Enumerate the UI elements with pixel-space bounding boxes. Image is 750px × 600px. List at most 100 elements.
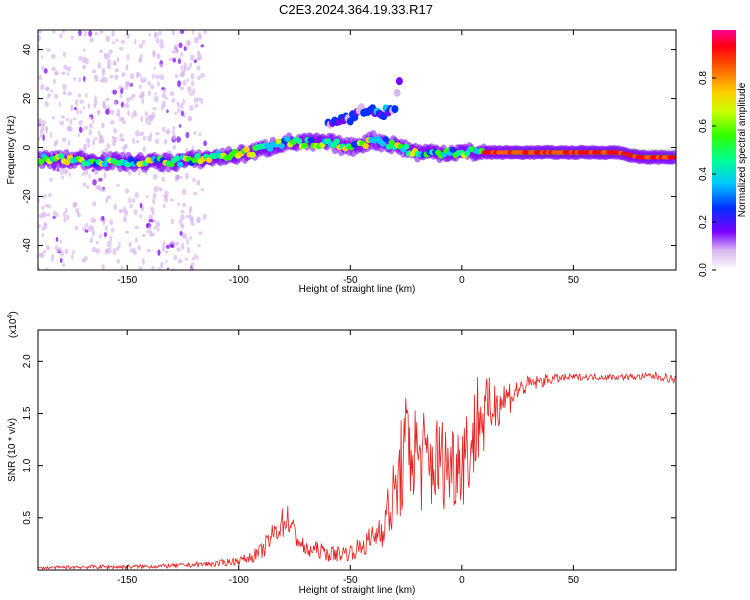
spectrogram-noise-cell	[40, 83, 45, 91]
spectrogram-noise-cell	[153, 95, 159, 103]
spectrogram-noise-cell	[129, 203, 133, 209]
spectrogram-noise-cell	[186, 246, 191, 254]
spectrogram-noise-cell	[113, 203, 118, 211]
spectrogram-noise-cell	[81, 56, 87, 64]
spectrogram-noise-cell	[138, 43, 144, 49]
spectrogram-noise-cell	[182, 79, 187, 86]
snr-x-tick-label: 50	[568, 575, 580, 586]
spectrogram-ridge-cell	[243, 146, 250, 153]
spectrogram-noise-cell	[103, 231, 108, 238]
spectrogram-noise-cell	[46, 244, 51, 251]
spectrogram-noise-cell	[104, 248, 109, 255]
spectrogram-noise-cell	[162, 240, 166, 248]
spectrogram-noise-cell	[189, 235, 192, 240]
spectrogram-noise-cell	[132, 137, 135, 145]
spectrogram-ridge-cell	[449, 146, 456, 153]
spectrogram-noise-cell	[169, 91, 175, 96]
spectrogram-noise-cell	[178, 219, 183, 224]
spectrogram-noise-cell	[70, 82, 74, 90]
spectrogram-noise-cell	[163, 138, 168, 145]
spectrogram-noise-cell	[86, 185, 90, 189]
spectrogram-noise-cell	[177, 102, 180, 109]
spectrogram-noise-cell	[91, 168, 95, 173]
spectrogram-noise-cell	[113, 62, 117, 66]
spectrogram-noise-cell	[177, 108, 181, 114]
spectrogram-ridge-cell	[385, 143, 393, 150]
spectrogram-noise-cell	[146, 249, 152, 253]
spectrogram-noise-cell	[38, 266, 41, 270]
spectrogram-noise-cell	[60, 115, 65, 119]
spectrogram-noise-cell	[165, 250, 169, 254]
spectrogram-noise-cell	[39, 134, 43, 138]
spectrogram-noise-cell	[59, 120, 65, 126]
spectrogram-noise-cell	[161, 100, 166, 107]
spectrogram-noise-cell	[160, 105, 164, 111]
spectrogram-noise-cell	[152, 192, 157, 199]
spectrogram-noise-cell	[43, 68, 48, 74]
spectrogram-noise-cell	[148, 219, 154, 223]
snr-y-ticks: 0.5 1.0 1.5 2.0	[22, 354, 676, 525]
spectrogram-noise-cell	[83, 125, 89, 130]
spectrogram-branch-cell	[395, 77, 403, 86]
spectrogram-noise-cell	[134, 191, 139, 199]
spectrogram-noise-cell	[42, 211, 47, 218]
spectrogram-noise-cell	[95, 248, 101, 254]
spectrogram-noise-cell	[158, 31, 162, 36]
spectrogram-noise-cell	[166, 109, 169, 114]
spectrogram-noise-cell	[44, 86, 50, 92]
colorbar-label: Normalized spectral amplitude	[737, 82, 748, 217]
spectrogram-panel: -150 -100 -50 0 50 -40 -20 0 20 40 Height of str…	[6, 29, 677, 295]
spectrogram-noise-cell	[98, 130, 101, 137]
spectrogram-noise-cell	[126, 97, 130, 103]
spectrogram-noise-cell	[187, 115, 192, 122]
spectrogram-noise-cell	[94, 95, 97, 102]
spectrogram-ridge-cell	[278, 143, 285, 150]
spectrogram-noise-cell	[101, 76, 106, 82]
spectrogram-noise-cell	[85, 137, 91, 143]
spectrogram-noise-cell	[65, 168, 69, 174]
spectrogram-noise-cell	[198, 245, 203, 252]
spectrogram-noise-cell	[141, 233, 146, 238]
spectrogram-noise-cell	[98, 139, 104, 144]
snr-x-tick-label: -150	[117, 575, 137, 586]
spectrogram-noise-cell	[185, 172, 189, 180]
spectrogram-noise-cell	[87, 140, 90, 148]
colorbar-tick-label: 0.8	[698, 71, 709, 85]
spectrogram-noise-cell	[185, 131, 190, 139]
spectrogram-noise-cell	[96, 109, 101, 115]
spectrogram-noise-cell	[173, 254, 178, 261]
spectrogram-noise-cell	[61, 71, 66, 76]
spectrogram-noise-cell	[61, 263, 66, 268]
spectrogram-noise-cell	[160, 261, 164, 269]
spectrogram-noise-cell	[54, 139, 59, 146]
spectrogram-noise-cell	[66, 214, 70, 221]
spectrogram-noise-cell	[154, 92, 157, 96]
spectrogram-noise-cell	[67, 139, 71, 146]
spectrogram-noise-cell	[78, 30, 82, 37]
spectrogram-noise-cell	[124, 209, 129, 217]
spectrogram-noise-cell	[125, 82, 128, 86]
spectrogram-noise-cell	[151, 265, 155, 270]
spectrogram-noise-cell	[185, 93, 189, 97]
spectrogram-noise-cell	[194, 201, 200, 207]
spectrogram-noise-cell	[180, 102, 184, 110]
spectrogram-noise-cell	[161, 92, 166, 99]
spectrogram-noise-cell	[51, 66, 56, 72]
spectrogram-noise-cell	[94, 124, 98, 131]
spectrogram-noise-cell	[79, 110, 83, 115]
spectrogram-noise-cell	[50, 256, 54, 262]
svg-text:(x104): (x104)	[7, 311, 19, 338]
spectrogram-noise-cell	[63, 64, 68, 70]
spectrogram-noise-cell	[99, 30, 104, 35]
snr-y-tick-label: 0.5	[22, 510, 33, 524]
colorbar-tick-label: 0.4	[698, 167, 709, 181]
spectrogram-noise-cell	[54, 204, 58, 211]
spectrogram-noise-cell	[74, 225, 79, 231]
spectrogram-noise-cell	[165, 244, 170, 249]
spectrogram-noise-cell	[89, 237, 94, 244]
spectrogram-noise-cell	[65, 207, 68, 214]
spectrogram-noise-cell	[88, 116, 92, 121]
spectrogram-noise-cell	[134, 237, 138, 243]
spectrogram-noise-cell	[171, 98, 176, 103]
spectrogram-noise-cell	[97, 217, 101, 221]
